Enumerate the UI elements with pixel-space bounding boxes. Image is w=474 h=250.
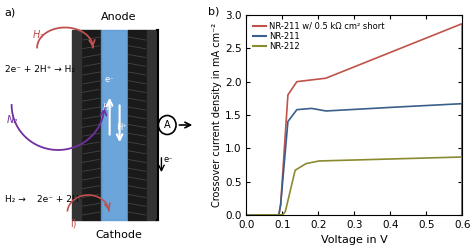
X-axis label: Voltage in V: Voltage in V — [321, 236, 388, 246]
NR-211 — [413, 104, 419, 108]
Text: N₂: N₂ — [7, 115, 18, 125]
Text: b): b) — [208, 7, 219, 17]
Text: Cathode: Cathode — [95, 230, 142, 240]
Line: NR-211: NR-211 — [246, 104, 462, 215]
Text: i): i) — [70, 219, 76, 229]
Legend: NR-211 w/ 0.5 kΩ cm² short, NR-211, NR-212: NR-211 w/ 0.5 kΩ cm² short, NR-211, NR-2… — [251, 19, 387, 54]
NR-211 w/ 0.5 kΩ cm² short — [348, 66, 354, 70]
NR-211 — [453, 102, 459, 106]
NR-212 — [244, 214, 249, 216]
Y-axis label: Crossover current density in mA cm⁻²: Crossover current density in mA cm⁻² — [212, 23, 222, 207]
NR-212 — [348, 158, 354, 162]
Text: H₂ →: H₂ → — [5, 196, 26, 204]
Text: 2e⁻ + 2H⁺ → H₂: 2e⁻ + 2H⁺ → H₂ — [5, 66, 74, 74]
Bar — [128, 30, 147, 220]
NR-212 — [413, 157, 419, 160]
NR-211 w/ 0.5 kΩ cm² short — [255, 214, 260, 216]
NR-211 w/ 0.5 kΩ cm² short — [413, 40, 419, 43]
NR-211 w/ 0.5 kΩ cm² short — [453, 25, 459, 28]
Text: e⁻: e⁻ — [164, 156, 173, 164]
NR-211 w/ 0.5 kΩ cm² short — [459, 22, 465, 25]
NR-211 — [459, 214, 465, 216]
NR-212 — [459, 214, 465, 216]
Text: H₂: H₂ — [102, 103, 112, 112]
NR-212 — [255, 214, 260, 216]
NR-212 — [459, 156, 465, 158]
Text: H⁺: H⁺ — [116, 123, 127, 132]
NR-211 w/ 0.5 kΩ cm² short — [459, 214, 465, 216]
Bar — [147, 30, 157, 220]
Text: H₂: H₂ — [33, 30, 44, 40]
Line: NR-212: NR-212 — [246, 157, 462, 215]
Line: NR-211 w/ 0.5 kΩ cm² short: NR-211 w/ 0.5 kΩ cm² short — [246, 24, 462, 215]
NR-211 — [348, 108, 354, 111]
NR-212 — [343, 159, 348, 162]
Bar — [72, 30, 82, 220]
Text: A: A — [164, 120, 171, 130]
Text: 2e⁻ + 2H⁺: 2e⁻ + 2H⁺ — [37, 196, 83, 204]
Text: e⁻: e⁻ — [105, 76, 114, 84]
NR-211 w/ 0.5 kΩ cm² short — [244, 214, 249, 216]
Text: Anode: Anode — [100, 12, 136, 22]
NR-211 — [244, 214, 249, 216]
NR-212 — [453, 156, 459, 159]
Bar — [82, 30, 101, 220]
NR-211 — [255, 214, 260, 216]
NR-211 — [453, 102, 459, 106]
NR-211 — [343, 108, 348, 111]
Bar — [101, 30, 128, 220]
NR-211 w/ 0.5 kΩ cm² short — [453, 25, 459, 28]
NR-212 — [453, 156, 459, 159]
Text: a): a) — [5, 8, 16, 18]
NR-211 — [459, 102, 465, 105]
Circle shape — [158, 116, 176, 134]
NR-211 w/ 0.5 kΩ cm² short — [343, 69, 348, 72]
